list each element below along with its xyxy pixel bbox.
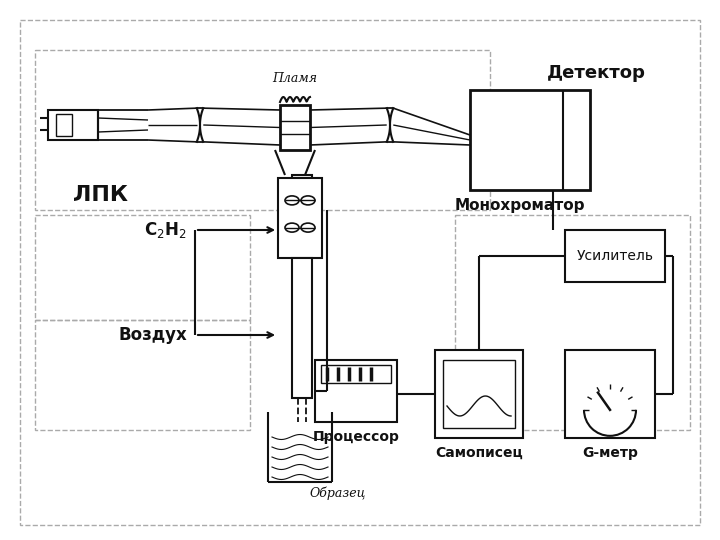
Bar <box>292 258 312 398</box>
Text: G-метр: G-метр <box>582 446 638 460</box>
Bar <box>292 175 312 178</box>
Bar <box>455 215 690 430</box>
Text: Усилитель: Усилитель <box>577 249 654 263</box>
Bar <box>565 350 655 438</box>
Bar <box>35 50 490 210</box>
Text: Воздух: Воздух <box>118 326 187 344</box>
Bar <box>315 360 397 422</box>
Bar <box>35 320 250 430</box>
Bar <box>35 215 250 320</box>
Text: C$_2$H$_2$: C$_2$H$_2$ <box>145 220 187 240</box>
Bar <box>278 178 322 258</box>
Text: ЛПК: ЛПК <box>73 185 127 205</box>
Text: Детектор: Детектор <box>547 64 646 82</box>
Bar <box>470 90 590 190</box>
Bar <box>280 105 310 150</box>
Text: Пламя: Пламя <box>272 72 318 85</box>
Text: Самописец: Самописец <box>435 446 523 460</box>
Bar <box>435 350 523 438</box>
Text: Образец: Образец <box>310 487 366 501</box>
Text: Процессор: Процессор <box>312 430 400 444</box>
Bar <box>565 230 665 282</box>
Bar <box>48 110 98 140</box>
Text: Монохроматор: Монохроматор <box>455 198 585 213</box>
Bar <box>321 365 391 383</box>
Bar <box>443 360 515 428</box>
Bar <box>56 114 72 136</box>
